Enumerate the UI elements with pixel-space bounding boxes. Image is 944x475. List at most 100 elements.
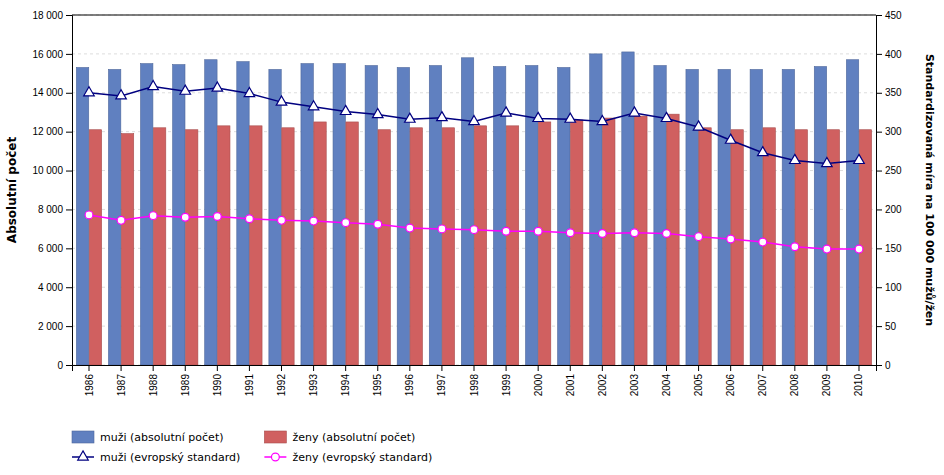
tick-mark [66, 287, 72, 288]
grid-line [72, 53, 876, 54]
tick: 2009 [821, 365, 832, 396]
bar [89, 130, 101, 365]
marker [757, 147, 768, 156]
tick-label: 100 [885, 282, 902, 293]
bar [378, 130, 390, 365]
marker [372, 108, 383, 117]
marker [278, 216, 286, 224]
tick-label: 1999 [501, 374, 512, 397]
tick-mark [66, 93, 72, 94]
tick: 150 [876, 243, 902, 254]
data [76, 52, 871, 365]
legend-swatch [264, 431, 286, 443]
bar-series [76, 52, 858, 365]
legend-label: ženy (evropský standard) [292, 451, 432, 464]
tick-label: 1991 [244, 374, 255, 397]
marker [629, 107, 640, 116]
marker [598, 230, 606, 238]
bar [282, 128, 294, 365]
tick-mark [876, 54, 882, 55]
tick: 1992 [276, 365, 287, 396]
bar [314, 122, 326, 365]
tick-label: 4 000 [38, 282, 63, 293]
tick-mark [66, 209, 72, 210]
marker [437, 112, 448, 121]
marker [374, 220, 382, 228]
tick-label: 2004 [661, 374, 672, 397]
marker [759, 238, 767, 246]
legend-marker [78, 451, 89, 460]
bar [782, 69, 794, 365]
bar [410, 128, 422, 365]
tick-label: 14 000 [32, 87, 63, 98]
tick-label: 18 000 [32, 10, 63, 21]
tick-mark [441, 365, 442, 371]
marker [631, 229, 639, 237]
tick: 1989 [180, 365, 191, 396]
tick-mark [345, 365, 346, 371]
marker [308, 101, 319, 110]
tick-mark [281, 365, 282, 371]
marker [725, 134, 736, 143]
tick: 2007 [757, 365, 768, 396]
tick-label: 1987 [116, 374, 127, 397]
bar [538, 122, 550, 365]
marker [469, 115, 480, 124]
tick: 200 [876, 204, 902, 215]
marker [342, 219, 350, 227]
tick-label: 1997 [436, 374, 447, 397]
tick-mark [185, 365, 186, 371]
y2-axis-title: Standardizovaná míra na 100 000 mužů/žen [923, 54, 936, 326]
tick-mark [876, 15, 882, 16]
tick-label: 1996 [404, 374, 415, 397]
tick-label: 1994 [340, 374, 351, 397]
legend-swatch [72, 431, 94, 443]
marker [276, 96, 287, 105]
bar-series [89, 114, 871, 365]
marker [213, 213, 221, 221]
marker [310, 217, 318, 225]
marker [823, 245, 831, 253]
tick: 2008 [789, 365, 800, 396]
tick: 1994 [340, 365, 351, 396]
tick: 0 [57, 360, 72, 371]
chart: 1986198719881989199019911992199319941995… [0, 0, 944, 475]
tick-mark [89, 365, 90, 371]
tick: 1993 [308, 365, 319, 396]
tick-mark [538, 365, 539, 371]
tick: 1990 [212, 365, 223, 396]
tick-mark [876, 171, 882, 172]
marker [470, 226, 478, 234]
tick-label: 0 [885, 360, 891, 371]
tick-mark [66, 248, 72, 249]
tick-label: 1992 [276, 374, 287, 397]
marker [597, 115, 608, 124]
marker [727, 235, 735, 243]
tick-mark [66, 326, 72, 327]
grid-line [72, 15, 876, 16]
tick-mark [249, 365, 250, 371]
marker [117, 216, 125, 224]
tick-mark [876, 287, 882, 288]
axis-line [877, 16, 883, 366]
bar [461, 58, 473, 365]
tick-label: 150 [885, 243, 902, 254]
bar [622, 52, 634, 365]
marker [791, 243, 799, 251]
tick-label: 250 [885, 165, 902, 176]
marker [822, 157, 833, 166]
bar [121, 134, 133, 365]
tick: 450 [876, 10, 902, 21]
tick-mark [876, 365, 882, 366]
tick-label: 400 [885, 49, 902, 60]
tick-mark [313, 365, 314, 371]
marker [405, 113, 416, 122]
marker [149, 212, 157, 220]
bar [153, 128, 165, 365]
marker [855, 245, 863, 253]
bar [814, 67, 826, 365]
tick-mark [794, 365, 795, 371]
marker [693, 121, 704, 130]
tick: 1988 [148, 365, 159, 396]
tick-mark [570, 365, 571, 371]
